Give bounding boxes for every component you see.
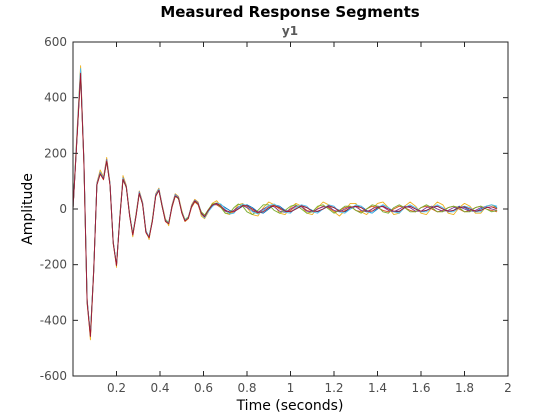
- x-tick-label-0.4: 0.4: [150, 381, 169, 395]
- x-tick-label-0.6: 0.6: [194, 381, 213, 395]
- x-axis-ticks: 0.2 0.4 0.6 0.8 1 1.2 1.4 1.6 1.8 2: [107, 42, 512, 395]
- series-line-3: [72, 65, 498, 341]
- x-tick-label-0.8: 0.8: [237, 381, 256, 395]
- y-tick-label-400: 400: [44, 91, 67, 105]
- y-tick-label--600: -600: [40, 369, 67, 383]
- series-group: [72, 65, 498, 341]
- x-tick-label-1.4: 1.4: [368, 381, 387, 395]
- series-line-4: [72, 70, 498, 337]
- series-line-1: [72, 72, 498, 335]
- y-tick-label-600: 600: [44, 35, 67, 49]
- x-tick-label-1.2: 1.2: [324, 381, 343, 395]
- y-tick-label--400: -400: [40, 313, 67, 327]
- series-line-7: [72, 72, 498, 337]
- chart-subtitle: y1: [282, 24, 298, 38]
- y-tick-label-0: 0: [59, 202, 67, 216]
- x-tick-label-2: 2: [504, 381, 512, 395]
- y-axis-ticks: -600 -400 -200 0 200 400 600: [40, 35, 508, 383]
- series-line-6: [72, 67, 498, 336]
- series-line-5: [72, 69, 498, 334]
- chart-title: Measured Response Segments: [160, 3, 419, 21]
- x-tick-label-1: 1: [287, 381, 295, 395]
- y-tick-label-200: 200: [44, 146, 67, 160]
- y-axis-label: Amplitude: [20, 173, 36, 245]
- x-tick-label-1.6: 1.6: [411, 381, 430, 395]
- y-tick-label--200: -200: [40, 258, 67, 272]
- x-tick-label-1.8: 1.8: [455, 381, 474, 395]
- x-axis-label: Time (seconds): [236, 398, 344, 414]
- x-tick-label-0.2: 0.2: [107, 381, 126, 395]
